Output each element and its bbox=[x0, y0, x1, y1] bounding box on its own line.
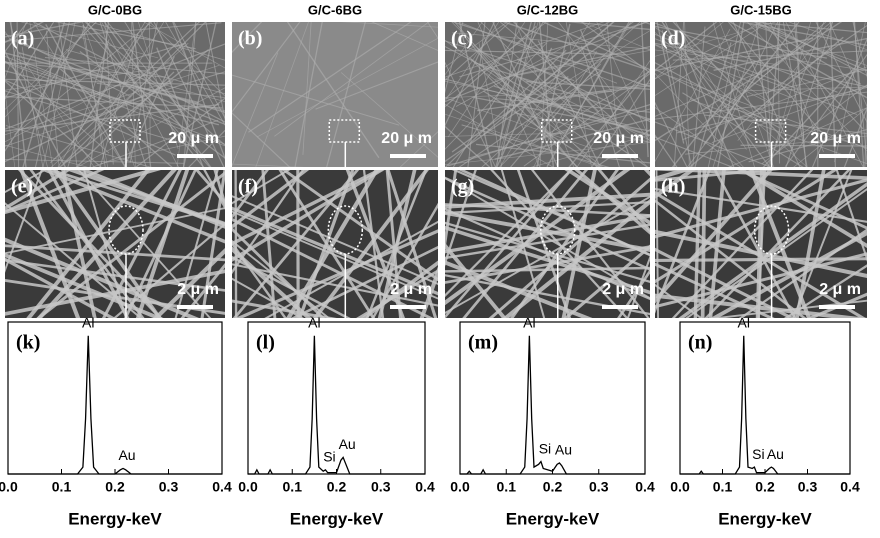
peak-label: Au bbox=[118, 447, 135, 463]
x-tick-label: 0.1 bbox=[52, 479, 72, 495]
peak-label: Si bbox=[752, 446, 764, 462]
scale-label: 20 μ m bbox=[593, 130, 644, 147]
panel-label: (a) bbox=[11, 28, 34, 50]
x-axis-label: Energy-keV bbox=[68, 509, 162, 528]
x-tick-label: 0.4 bbox=[635, 479, 655, 495]
x-tick-label: 0.2 bbox=[105, 479, 125, 495]
x-tick-label: 0.1 bbox=[713, 479, 733, 495]
peak-label: Al bbox=[738, 315, 750, 331]
panel-label: (h) bbox=[661, 176, 685, 198]
x-tick-label: 0.0 bbox=[670, 479, 690, 495]
column-title: G/C-15BG bbox=[730, 2, 791, 17]
scale-bar bbox=[177, 154, 213, 158]
x-tick-label: 0.0 bbox=[450, 479, 470, 495]
x-tick-label: 0.1 bbox=[283, 479, 303, 495]
scale-label: 2 μ m bbox=[177, 281, 219, 298]
x-tick-label: 0.2 bbox=[543, 479, 563, 495]
x-tick-label: 0.2 bbox=[755, 479, 775, 495]
scale-bar bbox=[177, 305, 213, 309]
panel-label: (d) bbox=[661, 28, 685, 50]
scale-bar bbox=[602, 305, 638, 309]
x-tick-label: 0.4 bbox=[840, 479, 860, 495]
x-tick-label: 0.3 bbox=[159, 479, 179, 495]
x-tick-label: 0.4 bbox=[415, 479, 435, 495]
peak-label: Si bbox=[323, 449, 335, 465]
scale-label: 2 μ m bbox=[819, 281, 861, 298]
column-title: G/C-6BG bbox=[308, 2, 362, 17]
column-title: G/C-0BG bbox=[88, 2, 142, 17]
chart-title: (n) bbox=[688, 332, 712, 354]
x-tick-label: 0.0 bbox=[0, 479, 18, 495]
chart-title: (l) bbox=[256, 332, 275, 354]
x-axis-label: Energy-keV bbox=[718, 509, 812, 528]
figure: G/C-0BG G/C-6BG G/C-12BG G/C-15BG (a) 20 μ m (… bbox=[0, 0, 880, 538]
panel-label: (e) bbox=[11, 176, 33, 198]
scale-label: 2 μ m bbox=[602, 281, 644, 298]
x-tick-label: 0.3 bbox=[371, 479, 391, 495]
x-tick-label: 0.1 bbox=[497, 479, 517, 495]
scale-label: 2 μ m bbox=[390, 281, 432, 298]
x-axis-label: Energy-keV bbox=[290, 509, 384, 528]
peak-label: Al bbox=[523, 315, 535, 331]
chart-title: (m) bbox=[468, 332, 498, 354]
scale-label: 20 μ m bbox=[168, 130, 219, 147]
column-title: G/C-12BG bbox=[517, 2, 578, 17]
x-tick-label: 0.2 bbox=[327, 479, 347, 495]
peak-label: Si bbox=[539, 440, 551, 456]
x-tick-label: 0.3 bbox=[798, 479, 818, 495]
panel-label: (g) bbox=[451, 176, 474, 198]
scale-bar bbox=[819, 154, 855, 158]
scale-label: 20 μ m bbox=[381, 130, 432, 147]
spectrum bbox=[8, 336, 222, 474]
chart-title: (k) bbox=[16, 332, 40, 354]
scale-bar bbox=[390, 305, 426, 309]
panel-label: (b) bbox=[238, 28, 262, 50]
x-tick-label: 0.4 bbox=[212, 479, 232, 495]
peak-label: Al bbox=[82, 315, 94, 331]
peak-label: Al bbox=[308, 315, 320, 331]
peak-label: Au bbox=[555, 442, 572, 458]
scale-bar bbox=[602, 154, 638, 158]
spectrum bbox=[680, 336, 850, 474]
peak-label: Au bbox=[339, 436, 356, 452]
x-tick-label: 0.0 bbox=[238, 479, 258, 495]
peak-label: Au bbox=[767, 446, 784, 462]
x-axis-label: Energy-keV bbox=[506, 509, 600, 528]
scale-bar bbox=[390, 154, 426, 158]
scale-label: 20 μ m bbox=[810, 130, 861, 147]
spectrum bbox=[248, 336, 425, 474]
spectrum bbox=[460, 336, 645, 474]
page: {"columns":["G/C-0BG","G/C-6BG","G/C-12B… bbox=[0, 0, 880, 538]
panel-label: (c) bbox=[451, 28, 473, 50]
panel-label: (f) bbox=[238, 176, 258, 198]
scale-bar bbox=[819, 305, 855, 309]
x-tick-label: 0.3 bbox=[589, 479, 609, 495]
